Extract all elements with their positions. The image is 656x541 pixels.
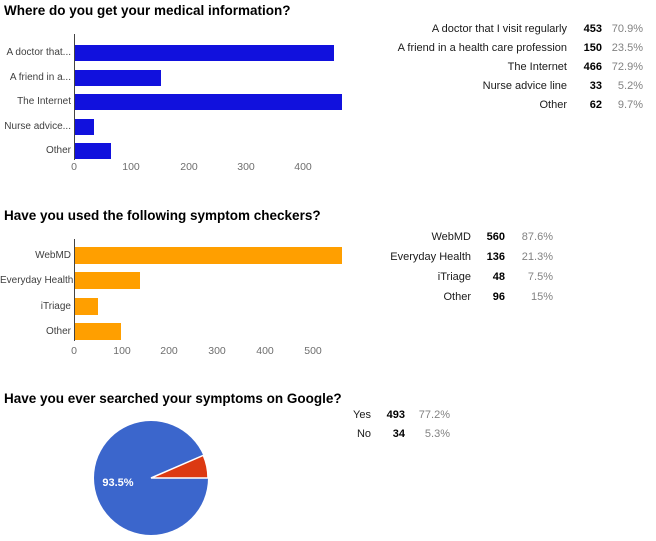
row-value: 48: [492, 271, 505, 283]
x-axis-tick-500: 500: [304, 345, 322, 357]
category-label-the-internet: The Internet: [17, 96, 71, 107]
category-label-other: Other: [45, 145, 71, 156]
category-label-itriage: iTriage: [40, 300, 71, 312]
category-label-webmd: WebMD: [35, 249, 71, 261]
table-row-other: Other 62 9.7%: [330, 98, 643, 112]
table-row-webmd: WebMD 560 87.6%: [340, 230, 553, 244]
row-value: 466: [583, 61, 602, 73]
row-label: WebMD: [431, 231, 471, 243]
y-axis-line: [74, 239, 75, 341]
row-label: No: [356, 428, 371, 440]
row-label: A friend in a health care profession: [397, 42, 567, 54]
row-value: 560: [486, 231, 505, 243]
chart-title-google-symptoms: Have you ever searched your symptoms on …: [4, 391, 342, 406]
row-label: iTriage: [437, 271, 471, 283]
category-label-a-doctor-that: A doctor that...: [6, 47, 71, 58]
x-axis-tick-300: 300: [237, 161, 255, 173]
table-row-everyday-health: Everyday Health 136 21.3%: [340, 250, 553, 264]
row-percent: 70.9%: [611, 23, 643, 35]
chart-title-medical-info: Where do you get your medical informatio…: [4, 3, 291, 18]
table-row-a-doctor-that-i-visit-regularly: A doctor that I visit regularly 453 70.9%: [330, 22, 643, 36]
table-row-nurse-advice-line: Nurse advice line 33 5.2%: [330, 79, 643, 93]
x-axis-tick-0: 0: [71, 161, 77, 173]
row-label: Nurse advice line: [482, 80, 567, 92]
row-label: The Internet: [507, 61, 567, 73]
row-label: A doctor that I visit regularly: [431, 23, 567, 35]
table-row-the-internet: The Internet 466 72.9%: [330, 60, 643, 74]
row-value: 33: [589, 80, 602, 92]
row-percent: 21.3%: [521, 251, 553, 263]
y-axis-line: [74, 34, 75, 160]
row-label: Other: [539, 99, 567, 111]
bar-itriage: [75, 298, 98, 315]
x-axis-tick-100: 100: [122, 161, 140, 173]
category-label-a-friend-in-a: A friend in a...: [9, 72, 71, 83]
row-percent: 7.5%: [527, 271, 553, 283]
category-label-other: Other: [45, 325, 71, 337]
bar-other: [75, 143, 111, 159]
pie-slice-label: 93.5%: [102, 477, 133, 489]
row-value: 150: [583, 42, 602, 54]
bar-other: [75, 323, 121, 340]
x-axis-tick-100: 100: [113, 345, 131, 357]
row-percent: 9.7%: [617, 99, 643, 111]
row-percent: 72.9%: [611, 61, 643, 73]
table-row-yes: Yes 493 77.2%: [300, 408, 450, 422]
chart-title-symptom-checkers: Have you used the following symptom chec…: [4, 208, 321, 223]
row-percent: 87.6%: [521, 231, 553, 243]
table-row-itriage: iTriage 48 7.5%: [340, 270, 553, 284]
row-percent: 77.2%: [418, 409, 450, 421]
x-axis-tick-400: 400: [256, 345, 274, 357]
bar-webmd: [75, 247, 342, 264]
row-value: 453: [583, 23, 602, 35]
x-axis-tick-200: 200: [160, 345, 178, 357]
bar-a-doctor-that: [75, 45, 334, 61]
table-row-other: Other 96 15%: [340, 290, 553, 304]
pie-chart-canvas: 93.5%: [94, 421, 209, 535]
x-axis-tick-300: 300: [208, 345, 226, 357]
row-percent: 5.2%: [617, 80, 643, 92]
category-label-everyday-health: Everyday Health: [0, 274, 74, 286]
pie-slice-no: [150, 454, 209, 479]
row-value: 34: [392, 428, 405, 440]
row-value: 136: [486, 251, 505, 263]
x-axis-tick-0: 0: [71, 345, 77, 357]
row-percent: 5.3%: [424, 428, 450, 440]
category-label-nurse-advice: Nurse advice...: [4, 121, 71, 132]
pie-slice-yes: [94, 421, 208, 535]
bar-a-friend-in-a: [75, 70, 161, 86]
bar-the-internet: [75, 94, 342, 110]
row-value: 493: [386, 409, 405, 421]
row-label: Everyday Health: [390, 251, 471, 263]
row-value: 62: [589, 99, 602, 111]
row-label: Other: [443, 291, 471, 303]
row-percent: 15%: [530, 291, 553, 303]
row-label: Yes: [353, 409, 371, 421]
table-row-no: No 34 5.3%: [300, 427, 450, 441]
row-percent: 23.5%: [611, 42, 643, 54]
x-axis-tick-200: 200: [180, 161, 198, 173]
table-row-a-friend-in-a-health-care-profession: A friend in a health care profession 150 2…: [330, 41, 643, 55]
row-value: 96: [492, 291, 505, 303]
bar-everyday-health: [75, 272, 140, 289]
bar-nurse-advice: [75, 119, 94, 135]
x-axis-tick-400: 400: [294, 161, 312, 173]
